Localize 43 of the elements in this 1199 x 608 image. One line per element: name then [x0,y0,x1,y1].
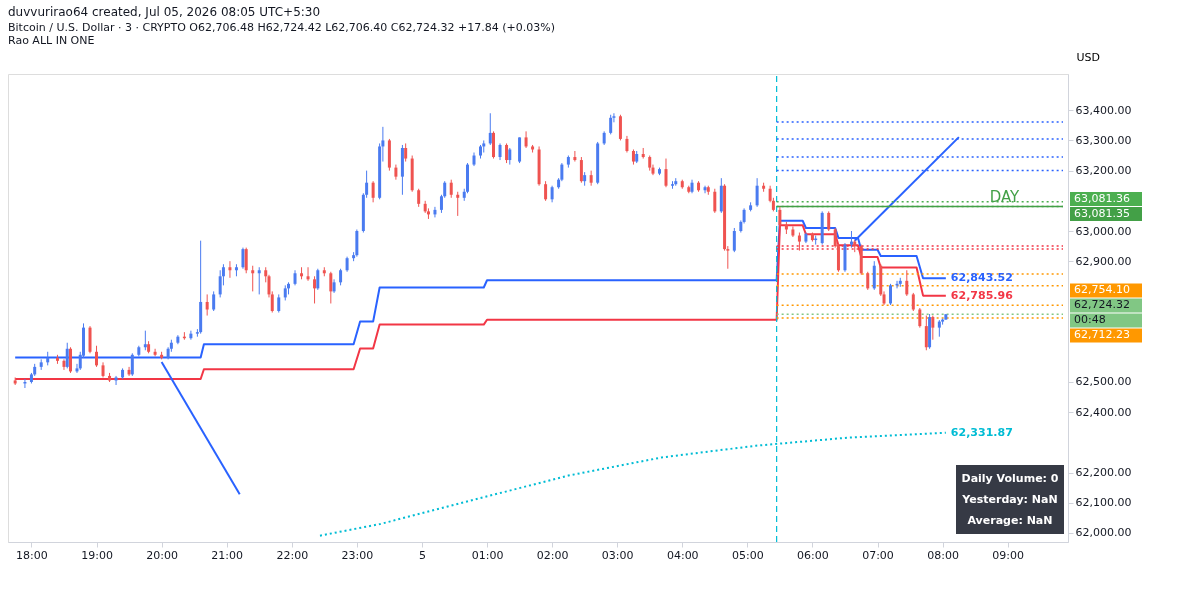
y-tick-label: 62,100.00 [1075,496,1132,510]
x-tick-label: 5 [418,548,426,562]
x-tick-label: 02:00 [536,548,569,562]
y-axis-title: USD [1076,50,1101,64]
ref-line-label: 62,724.32 [1074,298,1130,312]
y-tick-label: 62,900.00 [1075,254,1132,268]
ref-line-label: 63,081.35 [1074,206,1130,220]
annotation: DAY [989,188,1021,207]
x-tick-label: 22:00 [276,548,309,562]
ref-line-label: 62,712.23 [1074,328,1130,342]
data-label: 62,843.52 [950,271,1013,285]
x-tick-label: 05:00 [732,548,764,562]
y-tick-label: 62,200.00 [1075,466,1132,480]
x-tick-label: 21:00 [211,548,244,562]
annotation: Yesterday: NaN [961,493,1058,506]
y-tick-label: 63,300.00 [1075,133,1132,147]
y-tick-label: 63,000.00 [1075,224,1132,238]
data-label: 62,785.96 [950,288,1014,302]
x-tick-label: 08:00 [927,548,959,562]
x-tick-label: 06:00 [797,548,829,562]
x-tick-label: 03:00 [601,548,634,562]
x-tick-label: 19:00 [81,548,113,562]
data-label: 62,331.87 [950,425,1013,439]
chart-title: duvvurirao64 created, Jul 05, 2026 08:05 UTC+5:30 [8,5,321,19]
x-tick-label: 04:00 [666,548,699,562]
x-tick-label: 23:00 [341,548,374,562]
annotation: Average: NaN [967,514,1053,527]
chart-subtitle: Bitcoin / U.S. Dollar · 3 · CRYPTO O62,706.48 H62,724.42 L62,706.40 C62,724.32 +17.84 (+0.03%) [8,21,555,34]
text: 00:48 [1074,313,1106,327]
x-tick-label: 01:00 [471,548,504,562]
text: Rao ALL IN ONE [8,34,95,47]
x-tick-label: 09:00 [992,548,1025,562]
y-tick-label: 62,400.00 [1075,405,1132,419]
ref-line-label: 63,081.36 [1074,191,1130,205]
y-tick-label: 63,400.00 [1075,103,1132,117]
y-tick-label: 63,200.00 [1075,164,1132,178]
annotation: Daily Volume: 0 [961,472,1059,485]
y-tick-label: 62,500.00 [1075,375,1132,389]
ref-line-label: 62,754.10 [1074,283,1130,297]
x-tick-label: 18:00 [16,548,48,562]
y-tick-label: 62,000.00 [1075,526,1132,540]
x-tick-label: 20:00 [146,548,178,562]
x-tick-label: 07:00 [862,548,894,562]
